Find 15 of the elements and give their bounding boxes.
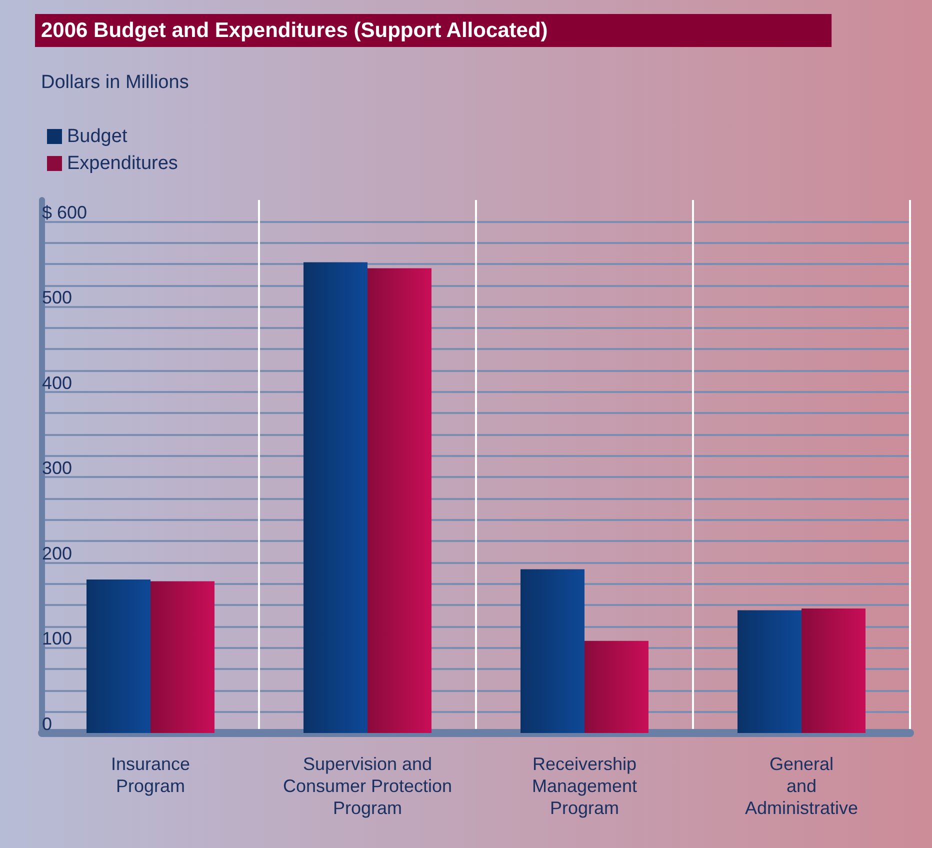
x-tick-label: Insurance Program <box>110 754 190 796</box>
legend-label: Budget <box>67 126 128 147</box>
legend-label: Expenditures <box>67 153 178 174</box>
x-tick-label: Supervision and Consumer Protection Program <box>282 754 452 818</box>
y-tick-label: $ 600 <box>42 202 88 222</box>
chart-title: 2006 Budget and Expenditures (Support Allocated) <box>41 19 548 42</box>
y-tick-label: 300 <box>42 458 72 478</box>
y-tick-label: 200 <box>42 543 72 564</box>
chart-subtitle: Dollars in Millions <box>41 72 189 93</box>
y-tick-label: 500 <box>42 288 72 308</box>
y-tick-label: 100 <box>42 628 72 649</box>
x-tick-label: Receivership Management Program <box>532 754 638 818</box>
x-tick-label: General and Administrative <box>744 754 858 818</box>
y-tick-label: 0 <box>42 714 52 734</box>
y-tick-label: 400 <box>42 372 72 393</box>
